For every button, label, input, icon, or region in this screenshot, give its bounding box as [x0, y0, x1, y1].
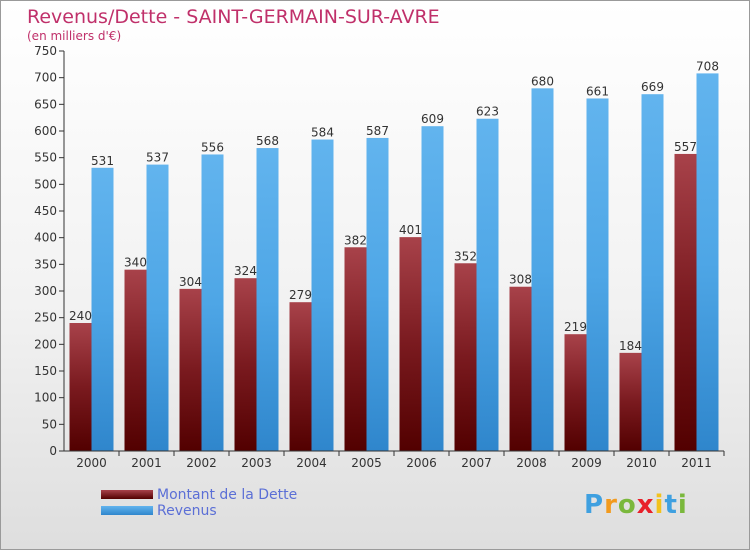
- data-label-revenus: 537: [146, 151, 169, 165]
- logo-letter: t: [664, 490, 678, 520]
- y-tick-label: 100: [34, 391, 57, 405]
- bar-revenus: [146, 164, 169, 451]
- bar-dette: [619, 352, 642, 451]
- data-label-revenus: 568: [256, 134, 279, 148]
- proxiti-logo: Proxiti: [584, 490, 688, 520]
- data-label-dette: 219: [564, 320, 587, 334]
- y-tick-label: 200: [34, 337, 57, 351]
- x-tick-label: 2008: [516, 456, 547, 470]
- logo-letter: o: [617, 490, 637, 520]
- bar-revenus: [311, 139, 334, 452]
- y-tick-label: 650: [34, 97, 57, 111]
- data-label-dette: 304: [179, 275, 202, 289]
- data-label-dette: 557: [674, 140, 697, 154]
- data-label-revenus: 680: [531, 74, 554, 88]
- data-label-revenus: 556: [201, 140, 224, 154]
- data-label-revenus: 669: [641, 80, 664, 94]
- x-tick-label: 2007: [461, 456, 492, 470]
- bar-revenus: [201, 154, 224, 451]
- bar-dette: [509, 286, 532, 451]
- bar-revenus: [531, 88, 554, 451]
- data-label-revenus: 623: [476, 105, 499, 119]
- data-label-dette: 340: [124, 256, 147, 270]
- data-label-dette: 308: [509, 273, 532, 287]
- bar-dette: [234, 278, 257, 451]
- bar-revenus: [476, 118, 499, 451]
- legend-label-revenus: Revenus: [157, 503, 217, 519]
- y-tick-label: 250: [34, 311, 57, 325]
- y-tick-label: 300: [34, 284, 57, 298]
- data-label-revenus: 584: [311, 126, 334, 140]
- y-tick-label: 0: [49, 444, 57, 458]
- x-tick-label: 2000: [76, 456, 107, 470]
- bar-chart: 0 50 100 150 200 250 300 350 400 450 500 550 600 650 7…: [34, 44, 725, 470]
- legend-swatch-dette: [101, 490, 153, 499]
- data-label-dette: 352: [454, 249, 477, 263]
- bar-revenus: [256, 148, 279, 452]
- bar-dette: [674, 153, 697, 451]
- bar-dette: [399, 237, 422, 451]
- bar-revenus: [421, 126, 444, 451]
- legend-label-dette: Montant de la Dette: [157, 487, 298, 503]
- legend-swatch-revenus: [101, 506, 153, 515]
- chart-subtitle: (en milliers d'€): [27, 29, 122, 43]
- y-tick-label: 50: [42, 417, 57, 431]
- x-tick-label: 2005: [351, 456, 382, 470]
- data-label-dette: 401: [399, 223, 422, 237]
- data-label-revenus: 708: [696, 59, 719, 73]
- x-tick-label: 2010: [626, 456, 657, 470]
- x-tick-label: 2001: [131, 456, 162, 470]
- bar-dette: [289, 302, 312, 451]
- bar-dette: [69, 323, 92, 451]
- logo-letter: P: [584, 490, 605, 520]
- y-tick-label: 700: [34, 71, 57, 85]
- data-label-revenus: 531: [91, 154, 114, 168]
- y-tick-label: 600: [34, 124, 57, 138]
- y-tick-label: 350: [34, 257, 57, 271]
- logo-letter: i: [677, 490, 688, 520]
- bar-dette: [124, 269, 147, 451]
- y-tick-label: 750: [34, 44, 57, 58]
- data-label-dette: 240: [69, 309, 92, 323]
- logo-letter: x: [636, 490, 655, 520]
- data-label-revenus: 661: [586, 84, 609, 98]
- x-tick-label: 2004: [296, 456, 327, 470]
- bar-revenus: [586, 98, 609, 451]
- data-label-dette: 324: [234, 264, 257, 278]
- x-tick-label: 2006: [406, 456, 437, 470]
- y-tick-label: 150: [34, 364, 57, 378]
- bar-dette: [454, 263, 477, 451]
- data-label-dette: 279: [289, 288, 312, 302]
- logo-letter: i: [654, 490, 665, 520]
- bar-revenus: [91, 167, 114, 452]
- y-tick-label: 450: [34, 204, 57, 218]
- bar-revenus: [641, 94, 664, 451]
- x-tick-label: 2003: [241, 456, 272, 470]
- y-tick-label: 500: [34, 177, 57, 191]
- data-label-dette: 382: [344, 233, 367, 247]
- bar-revenus: [696, 73, 719, 452]
- data-label-revenus: 609: [421, 112, 444, 126]
- bar-dette: [179, 288, 202, 451]
- x-tick-label: 2011: [681, 456, 712, 470]
- x-tick-label: 2009: [571, 456, 602, 470]
- bar-dette: [564, 334, 587, 451]
- y-tick-label: 550: [34, 151, 57, 165]
- data-label-dette: 184: [619, 339, 642, 353]
- data-label-revenus: 587: [366, 124, 389, 138]
- bar-dette: [344, 247, 367, 451]
- chart-title: Revenus/Dette - SAINT-GERMAIN-SUR-AVRE: [27, 6, 440, 28]
- x-tick-label: 2002: [186, 456, 217, 470]
- y-tick-label: 400: [34, 231, 57, 245]
- logo-letter: r: [604, 490, 618, 520]
- bar-revenus: [366, 137, 389, 451]
